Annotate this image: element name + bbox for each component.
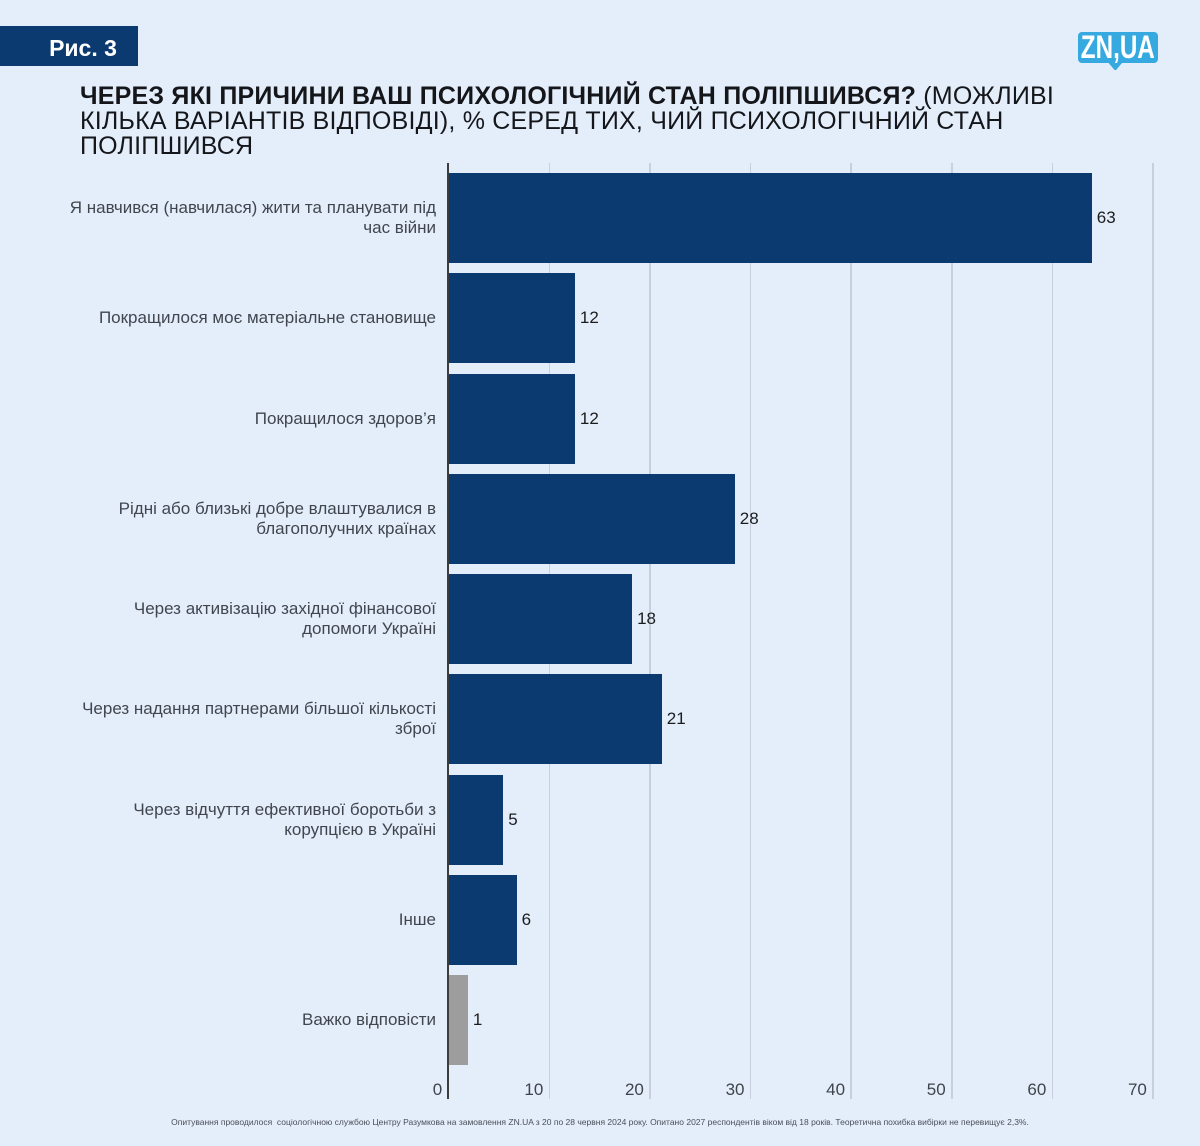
svg-text:ZN,UA: ZN,UA	[1081, 29, 1155, 65]
